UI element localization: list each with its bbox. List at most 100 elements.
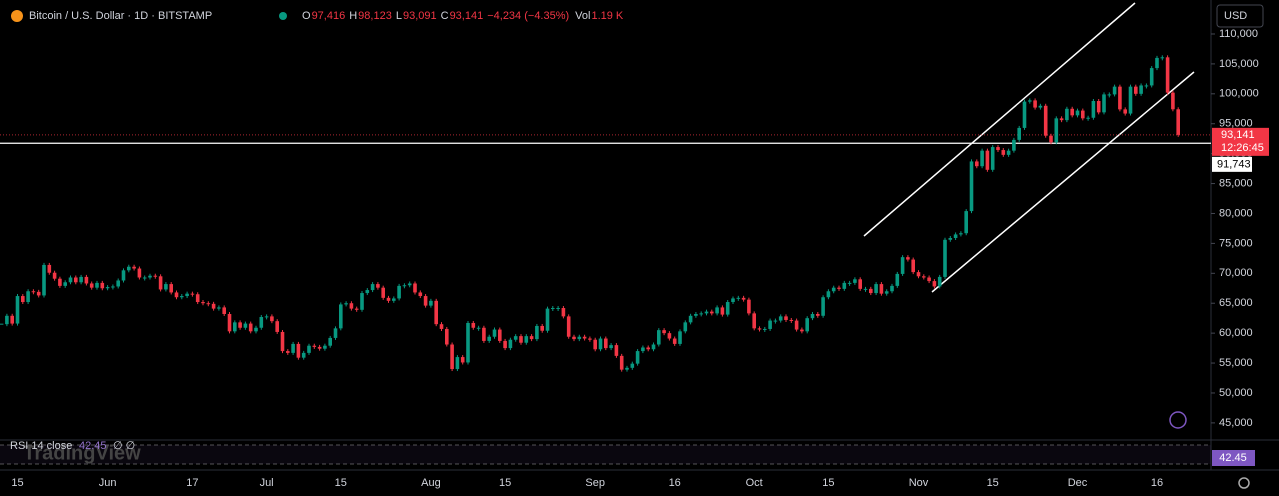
candle xyxy=(519,336,523,343)
candle xyxy=(42,264,46,296)
assistant-icon[interactable] xyxy=(1169,411,1187,429)
candle xyxy=(333,328,338,338)
candle xyxy=(466,322,470,363)
candle xyxy=(593,339,597,350)
candle xyxy=(831,287,836,292)
candle xyxy=(5,315,9,325)
market-status[interactable] xyxy=(279,12,287,20)
candle xyxy=(476,327,481,329)
ohlc-label: H xyxy=(349,10,357,22)
settings-icon[interactable] xyxy=(1238,477,1250,489)
y-tick-label: 55,000 xyxy=(1219,357,1253,369)
x-tick-label: 15 xyxy=(335,477,347,489)
last-price-box xyxy=(1212,127,1269,156)
candle xyxy=(58,278,62,286)
candle xyxy=(1134,86,1138,94)
candle xyxy=(1086,117,1090,119)
y-tick-label: 50,000 xyxy=(1219,387,1253,399)
candle xyxy=(450,344,454,370)
candle xyxy=(1144,85,1149,87)
candle xyxy=(561,308,566,317)
candle xyxy=(360,293,364,310)
candle xyxy=(460,357,465,363)
candle xyxy=(720,307,725,315)
candle xyxy=(1001,150,1006,155)
candle xyxy=(423,296,428,306)
candle xyxy=(794,320,799,330)
candle xyxy=(842,282,847,289)
candle xyxy=(471,322,476,328)
candle xyxy=(975,161,979,167)
candle xyxy=(1112,86,1117,95)
candle xyxy=(731,298,735,303)
candle xyxy=(853,279,857,283)
candle xyxy=(1070,108,1074,116)
candle xyxy=(26,291,30,303)
candle xyxy=(927,277,931,282)
currency[interactable]: USD xyxy=(1224,10,1247,22)
candle xyxy=(275,321,279,332)
candle xyxy=(211,303,216,309)
candle xyxy=(233,322,237,332)
rsi-value-text: 42.45 xyxy=(79,440,107,452)
candle xyxy=(884,291,889,294)
candle xyxy=(657,330,661,345)
candle xyxy=(1160,57,1165,59)
candle xyxy=(1139,85,1143,94)
x-tick-label: Aug xyxy=(421,477,441,489)
candle xyxy=(704,311,709,314)
candle xyxy=(969,161,974,212)
candle xyxy=(206,303,211,305)
channel-line xyxy=(863,2,1136,237)
candle xyxy=(826,291,831,298)
candle xyxy=(604,338,608,349)
candle xyxy=(609,345,613,349)
candle xyxy=(932,281,937,287)
candle xyxy=(646,347,650,350)
candle xyxy=(482,327,486,341)
candle xyxy=(768,320,772,329)
candle xyxy=(641,347,645,352)
candle xyxy=(111,286,115,288)
coin-icon xyxy=(11,10,23,22)
x-tick-label: Sep xyxy=(585,477,605,489)
candle xyxy=(1155,57,1159,69)
candle xyxy=(376,284,380,288)
candle xyxy=(1107,94,1112,96)
candle xyxy=(985,150,990,170)
watermark: TradingView xyxy=(23,442,141,464)
candle xyxy=(116,280,120,287)
candle xyxy=(1022,101,1027,128)
candle xyxy=(725,302,730,315)
candle xyxy=(582,336,587,339)
candle xyxy=(217,307,221,309)
candle xyxy=(667,333,672,339)
candle xyxy=(556,308,560,310)
candle xyxy=(1006,150,1011,155)
y-tick-label: 95,000 xyxy=(1219,118,1253,130)
candle xyxy=(190,293,195,295)
candle xyxy=(286,351,290,353)
candle xyxy=(47,264,52,273)
candle xyxy=(498,329,502,341)
volume-label: Vol xyxy=(575,10,590,22)
candle xyxy=(1049,135,1053,143)
currency-button[interactable] xyxy=(1216,4,1264,28)
candle xyxy=(980,150,984,167)
x-tick-label: Dec xyxy=(1068,477,1088,489)
candle xyxy=(858,279,862,289)
candle xyxy=(15,296,20,324)
candle xyxy=(370,284,375,291)
candle xyxy=(710,311,714,314)
candle xyxy=(259,316,264,328)
ohlc-label: C xyxy=(441,10,449,22)
candle xyxy=(243,323,248,328)
candle xyxy=(312,345,317,347)
candle xyxy=(625,367,629,370)
candle xyxy=(752,313,756,329)
candle xyxy=(1091,100,1096,118)
candle xyxy=(68,277,73,283)
candle xyxy=(0,323,4,325)
candle xyxy=(270,316,274,322)
candle xyxy=(566,316,571,337)
